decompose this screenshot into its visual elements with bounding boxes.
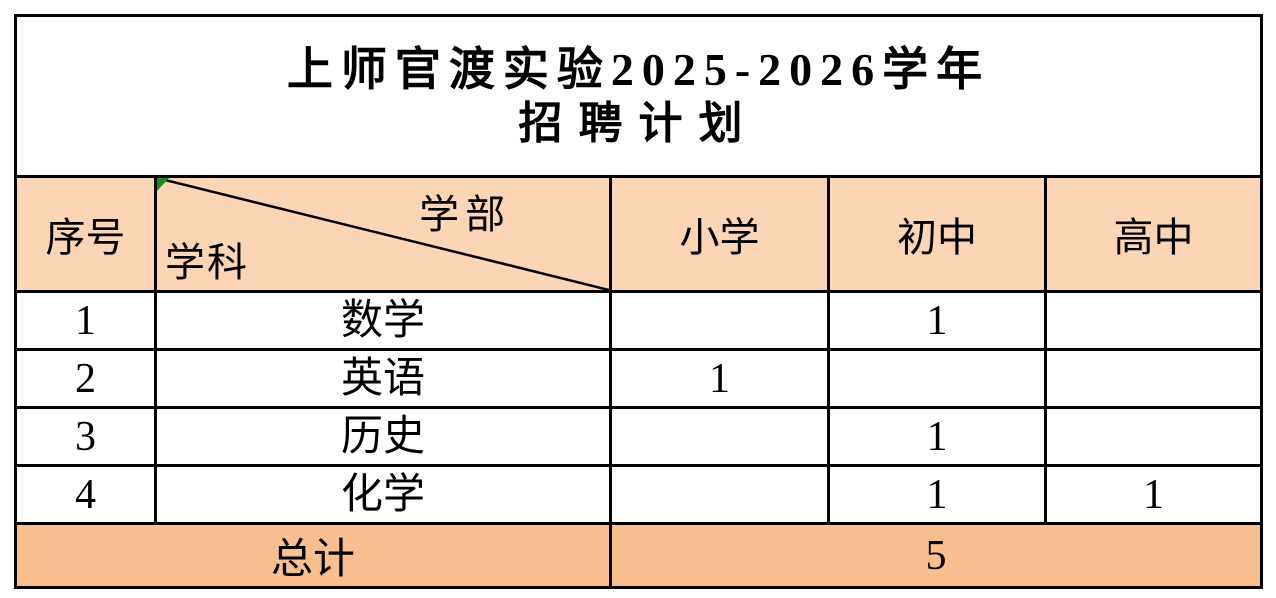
table-row: 4 化学 1 1 xyxy=(14,464,1263,525)
row-senior-count xyxy=(1044,348,1263,409)
row-primary-count xyxy=(609,290,830,351)
row-number: 3 xyxy=(14,406,157,467)
row-primary-count xyxy=(609,464,830,525)
row-primary-count xyxy=(609,406,830,467)
recruitment-plan-table: 上师官渡实验2025-2026学年 招聘计划 序号 学部 学科 小学 初中 高中… xyxy=(14,14,1263,589)
row-senior-count xyxy=(1044,290,1263,351)
row-junior-count: 1 xyxy=(827,464,1047,525)
header-subject-label: 学科 xyxy=(165,240,249,285)
row-number: 4 xyxy=(14,464,157,525)
row-senior-count xyxy=(1044,406,1263,467)
header-department-label: 学部 xyxy=(419,192,512,237)
row-junior-count xyxy=(827,348,1047,409)
row-subject: 化学 xyxy=(154,464,612,525)
row-subject: 数学 xyxy=(154,290,612,351)
table-row: 3 历史 1 xyxy=(14,406,1263,467)
table-title-cell: 上师官渡实验2025-2026学年 招聘计划 xyxy=(14,14,1263,178)
total-value: 5 xyxy=(609,522,1263,589)
row-primary-count: 1 xyxy=(609,348,830,409)
title-line-2: 招聘计划 xyxy=(518,99,759,149)
row-junior-count: 1 xyxy=(827,290,1047,351)
table-row: 2 英语 1 xyxy=(14,348,1263,409)
table-row: 1 数学 1 xyxy=(14,290,1263,351)
row-subject: 英语 xyxy=(154,348,612,409)
title-line-1: 上师官渡实验2025-2026学年 xyxy=(286,43,991,95)
row-junior-count: 1 xyxy=(827,406,1047,467)
row-subject: 历史 xyxy=(154,406,612,467)
row-senior-count: 1 xyxy=(1044,464,1263,525)
header-senior-high: 高中 xyxy=(1044,175,1263,293)
header-primary-school: 小学 xyxy=(609,175,830,293)
header-serial-number: 序号 xyxy=(14,175,157,293)
total-label: 总计 xyxy=(14,522,612,589)
row-number: 2 xyxy=(14,348,157,409)
diagonal-divider-line xyxy=(157,178,609,290)
header-junior-high: 初中 xyxy=(827,175,1047,293)
header-diagonal-cell: 学部 学科 xyxy=(154,175,612,293)
row-number: 1 xyxy=(14,290,157,351)
